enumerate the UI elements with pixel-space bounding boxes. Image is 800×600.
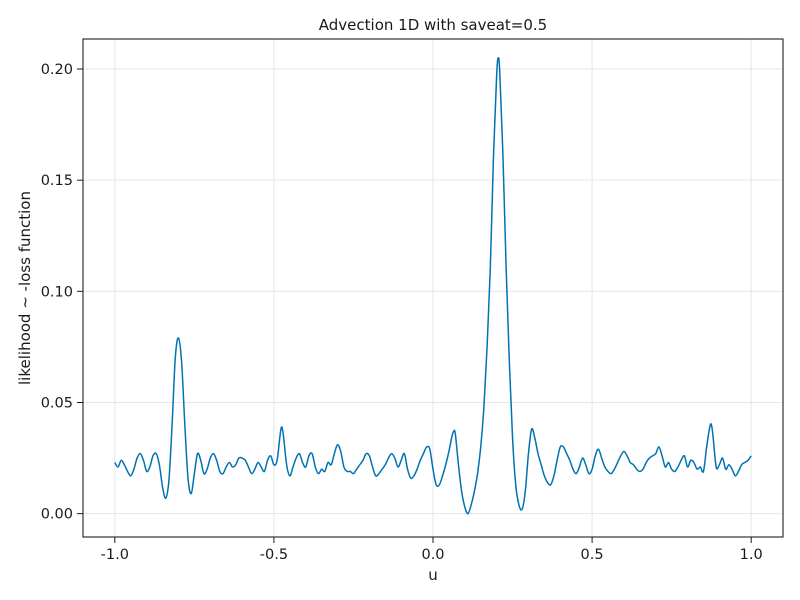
x-axis-label: u: [428, 566, 438, 584]
y-tick-label: 0.20: [41, 62, 73, 78]
x-axis-ticks: -1.0 -0.5 0.0 0.5 1.0: [101, 537, 763, 563]
y-axis-ticks: 0.00 0.05 0.10 0.15 0.20: [41, 62, 83, 523]
x-tick-label: 0.5: [581, 547, 604, 563]
x-gridlines: [114, 39, 752, 537]
y-tick-label: 0.05: [41, 395, 73, 411]
y-tick-label: 0.15: [41, 173, 73, 189]
likelihood-series-line: [114, 57, 752, 515]
y-tick-label: 0.00: [41, 507, 73, 523]
y-tick-label: 0.10: [41, 284, 73, 300]
chart-title: Advection 1D with saveat=0.5: [319, 16, 547, 34]
x-tick-label: 0.0: [421, 547, 444, 563]
y-gridlines: [83, 68, 783, 515]
x-tick-label: 1.0: [740, 547, 763, 563]
x-tick-label: -1.0: [101, 547, 129, 563]
y-axis-label: likelihood ~ -loss function: [16, 191, 34, 385]
x-tick-label: -0.5: [260, 547, 288, 563]
